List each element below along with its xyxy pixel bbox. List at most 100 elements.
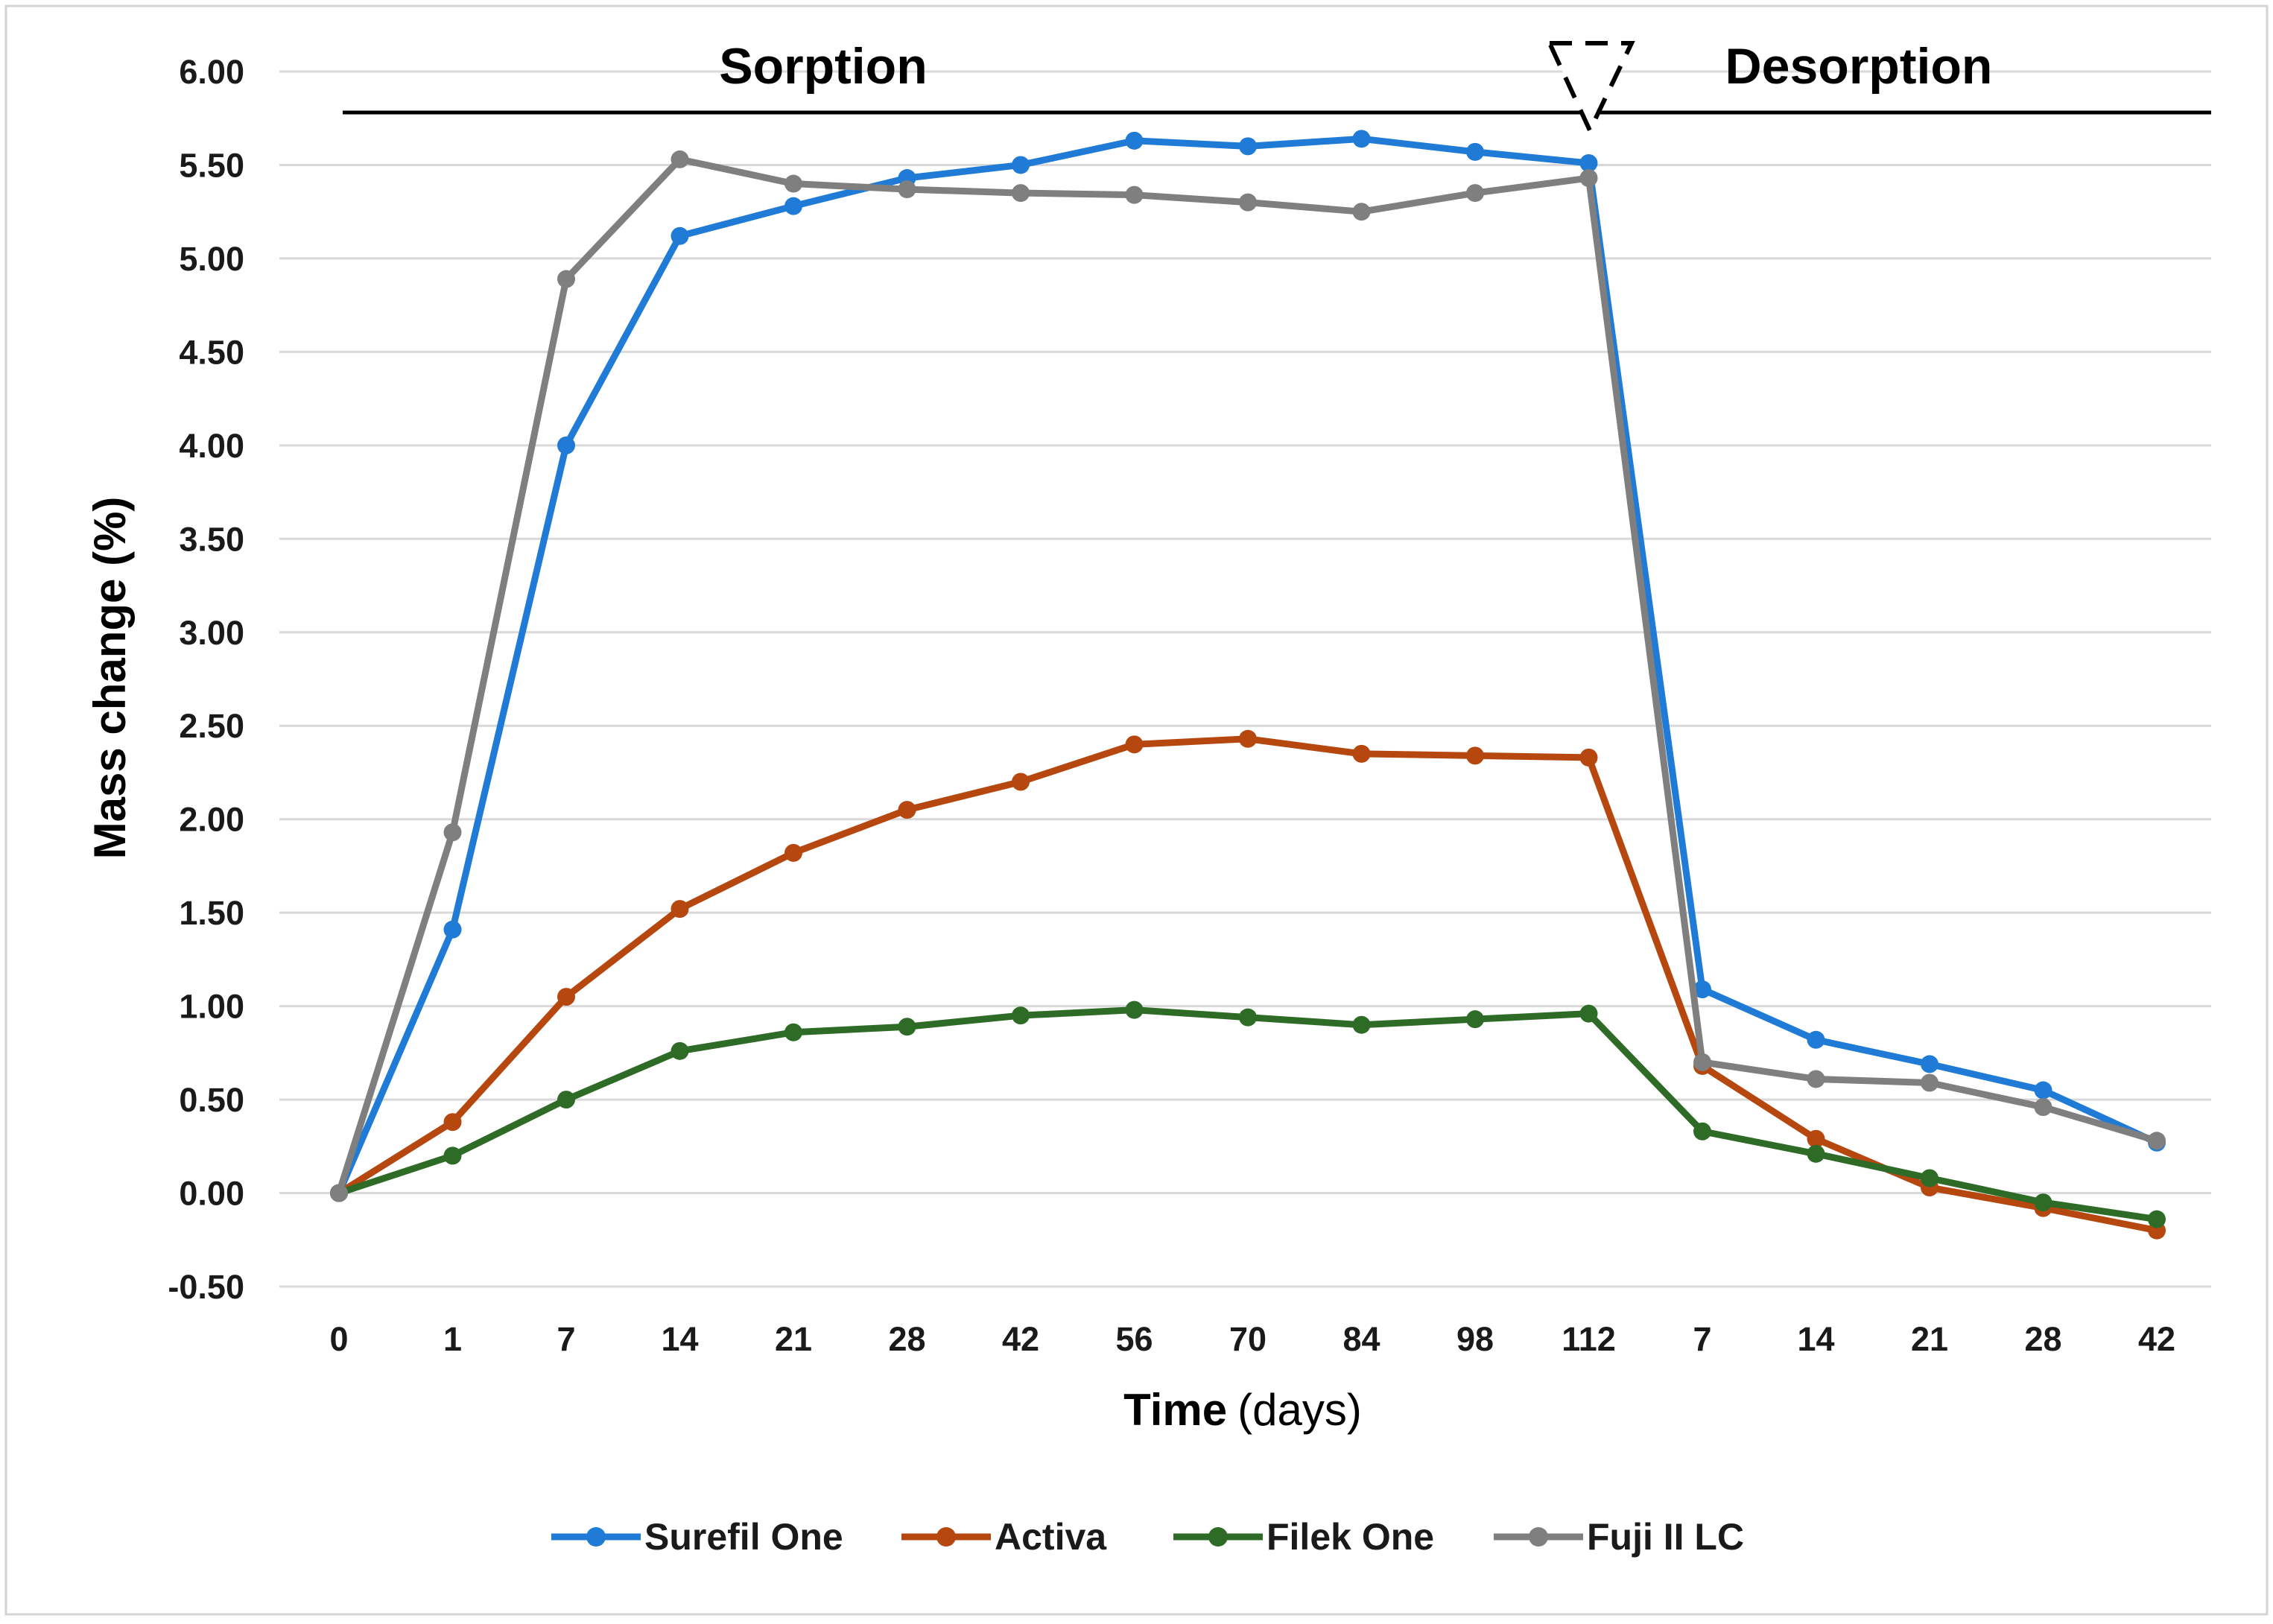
y-tick-label: 1.00 [179,988,244,1026]
legend-label: Filek One [1267,1516,1434,1558]
data-point-surefil-one [1239,137,1257,155]
y-tick-label: 4.00 [179,427,244,465]
y-tick-label: 4.50 [179,333,244,371]
legend-swatch-marker [1529,1527,1548,1547]
data-point-filek-one [1580,1005,1598,1023]
data-point-surefil-one [557,437,575,454]
x-tick-label: 21 [775,1320,812,1358]
y-tick-label: 3.00 [179,614,244,652]
data-point-filek-one [557,1091,575,1108]
data-point-filek-one [784,1024,802,1041]
data-point-surefil-one [671,227,689,245]
legend-label: Activa [995,1516,1107,1558]
x-tick-label: 70 [1229,1320,1267,1358]
data-point-filek-one [671,1042,689,1060]
data-point-filek-one [1807,1145,1825,1163]
x-tick-label: 14 [1797,1320,1834,1358]
data-point-activa [784,844,802,862]
data-point-fuji-ii-lc [1693,1053,1711,1071]
data-point-filek-one [1353,1016,1371,1034]
data-point-surefil-one [1466,143,1484,161]
x-axis-title-unit: (days) [1237,1385,1362,1435]
x-tick-label: 1 [443,1320,462,1358]
mass-change-line-chart: -0.50 0.00 0.50 1.00 1.50 2.00 2.50 3.00 3.50 4.0… [0,0,2273,1620]
data-point-fuji-ii-lc [898,180,916,198]
data-point-filek-one [1012,1006,1030,1024]
data-point-surefil-one [2035,1082,2052,1100]
data-point-activa [1353,745,1371,763]
data-point-fuji-ii-lc [1580,169,1598,187]
y-tick-label: 3.50 [179,520,244,558]
data-point-filek-one [1126,1001,1144,1019]
x-tick-label: 7 [557,1320,575,1358]
x-tick-label: 112 [1562,1320,1616,1358]
data-point-filek-one [1921,1169,1938,1187]
legend-swatch-marker [586,1527,606,1547]
data-point-fuji-ii-lc [1239,194,1257,212]
y-axis-title: Mass change (%) [85,497,135,860]
data-point-surefil-one [1807,1031,1825,1049]
data-point-filek-one [2035,1193,2052,1211]
x-tick-label: 28 [2024,1320,2061,1358]
data-point-filek-one [898,1018,916,1035]
data-point-fuji-ii-lc [2035,1098,2052,1116]
x-axis-title-label: Time [1123,1385,1227,1435]
data-point-fuji-ii-lc [330,1184,348,1202]
data-point-activa [1580,749,1598,767]
data-point-fuji-ii-lc [671,150,689,168]
data-point-surefil-one [1353,130,1371,148]
data-point-filek-one [2148,1211,2166,1228]
data-point-filek-one [444,1146,462,1164]
x-tick-label: 14 [661,1320,698,1358]
legend-swatch-marker [1208,1527,1228,1547]
x-tick-label: 0 [329,1320,348,1358]
x-tick-label: 56 [1115,1320,1153,1358]
data-point-fuji-ii-lc [444,823,462,841]
data-point-activa [1239,730,1257,748]
x-tick-label: 98 [1456,1320,1494,1358]
x-axis-title: Time (days) [1123,1385,1362,1435]
legend-swatch-marker [936,1527,956,1547]
data-point-surefil-one [1921,1055,1938,1073]
data-point-fuji-ii-lc [1807,1070,1825,1088]
data-point-fuji-ii-lc [2148,1132,2166,1149]
legend-label: Surefil One [644,1516,843,1558]
x-tick-label: 42 [1002,1320,1039,1358]
data-point-activa [1126,735,1144,753]
y-tick-label: 2.00 [179,801,244,839]
y-tick-label: 2.50 [179,707,244,745]
data-point-surefil-one [1012,156,1030,174]
data-point-fuji-ii-lc [1012,184,1030,202]
data-point-activa [1012,773,1030,791]
data-point-activa [671,900,689,918]
phase-label-sorption: Sorption [719,38,928,95]
x-tick-label: 7 [1693,1320,1711,1358]
y-tick-label: 1.50 [179,894,244,932]
x-tick-label: 84 [1342,1320,1380,1358]
data-point-filek-one [1466,1010,1484,1028]
data-point-filek-one [1239,1009,1257,1027]
y-tick-label: 6.00 [179,53,244,91]
y-tick-label: 0.00 [179,1175,244,1213]
x-tick-label: 28 [888,1320,925,1358]
data-point-activa [898,801,916,819]
chart-container: -0.50 0.00 0.50 1.00 1.50 2.00 2.50 3.00 3.50 4.0… [0,0,2273,1620]
data-point-surefil-one [444,921,462,939]
data-point-activa [1466,746,1484,764]
x-tick-label: 42 [2138,1320,2175,1358]
x-tick-label: 21 [1911,1320,1948,1358]
data-point-fuji-ii-lc [1353,203,1371,221]
data-point-activa [444,1113,462,1131]
data-point-fuji-ii-lc [557,270,575,288]
y-tick-label: 5.00 [179,240,244,278]
data-point-surefil-one [1126,132,1144,150]
y-tick-label: 0.50 [179,1081,244,1119]
phase-label-desorption: Desorption [1725,38,1993,95]
legend-label: Fuji II LC [1587,1516,1744,1558]
chart-frame [6,6,2267,1614]
y-tick-label: -0.50 [168,1268,244,1306]
data-point-fuji-ii-lc [1921,1073,1938,1091]
data-point-surefil-one [784,197,802,215]
y-tick-label: 5.50 [179,146,244,184]
data-point-fuji-ii-lc [784,175,802,193]
